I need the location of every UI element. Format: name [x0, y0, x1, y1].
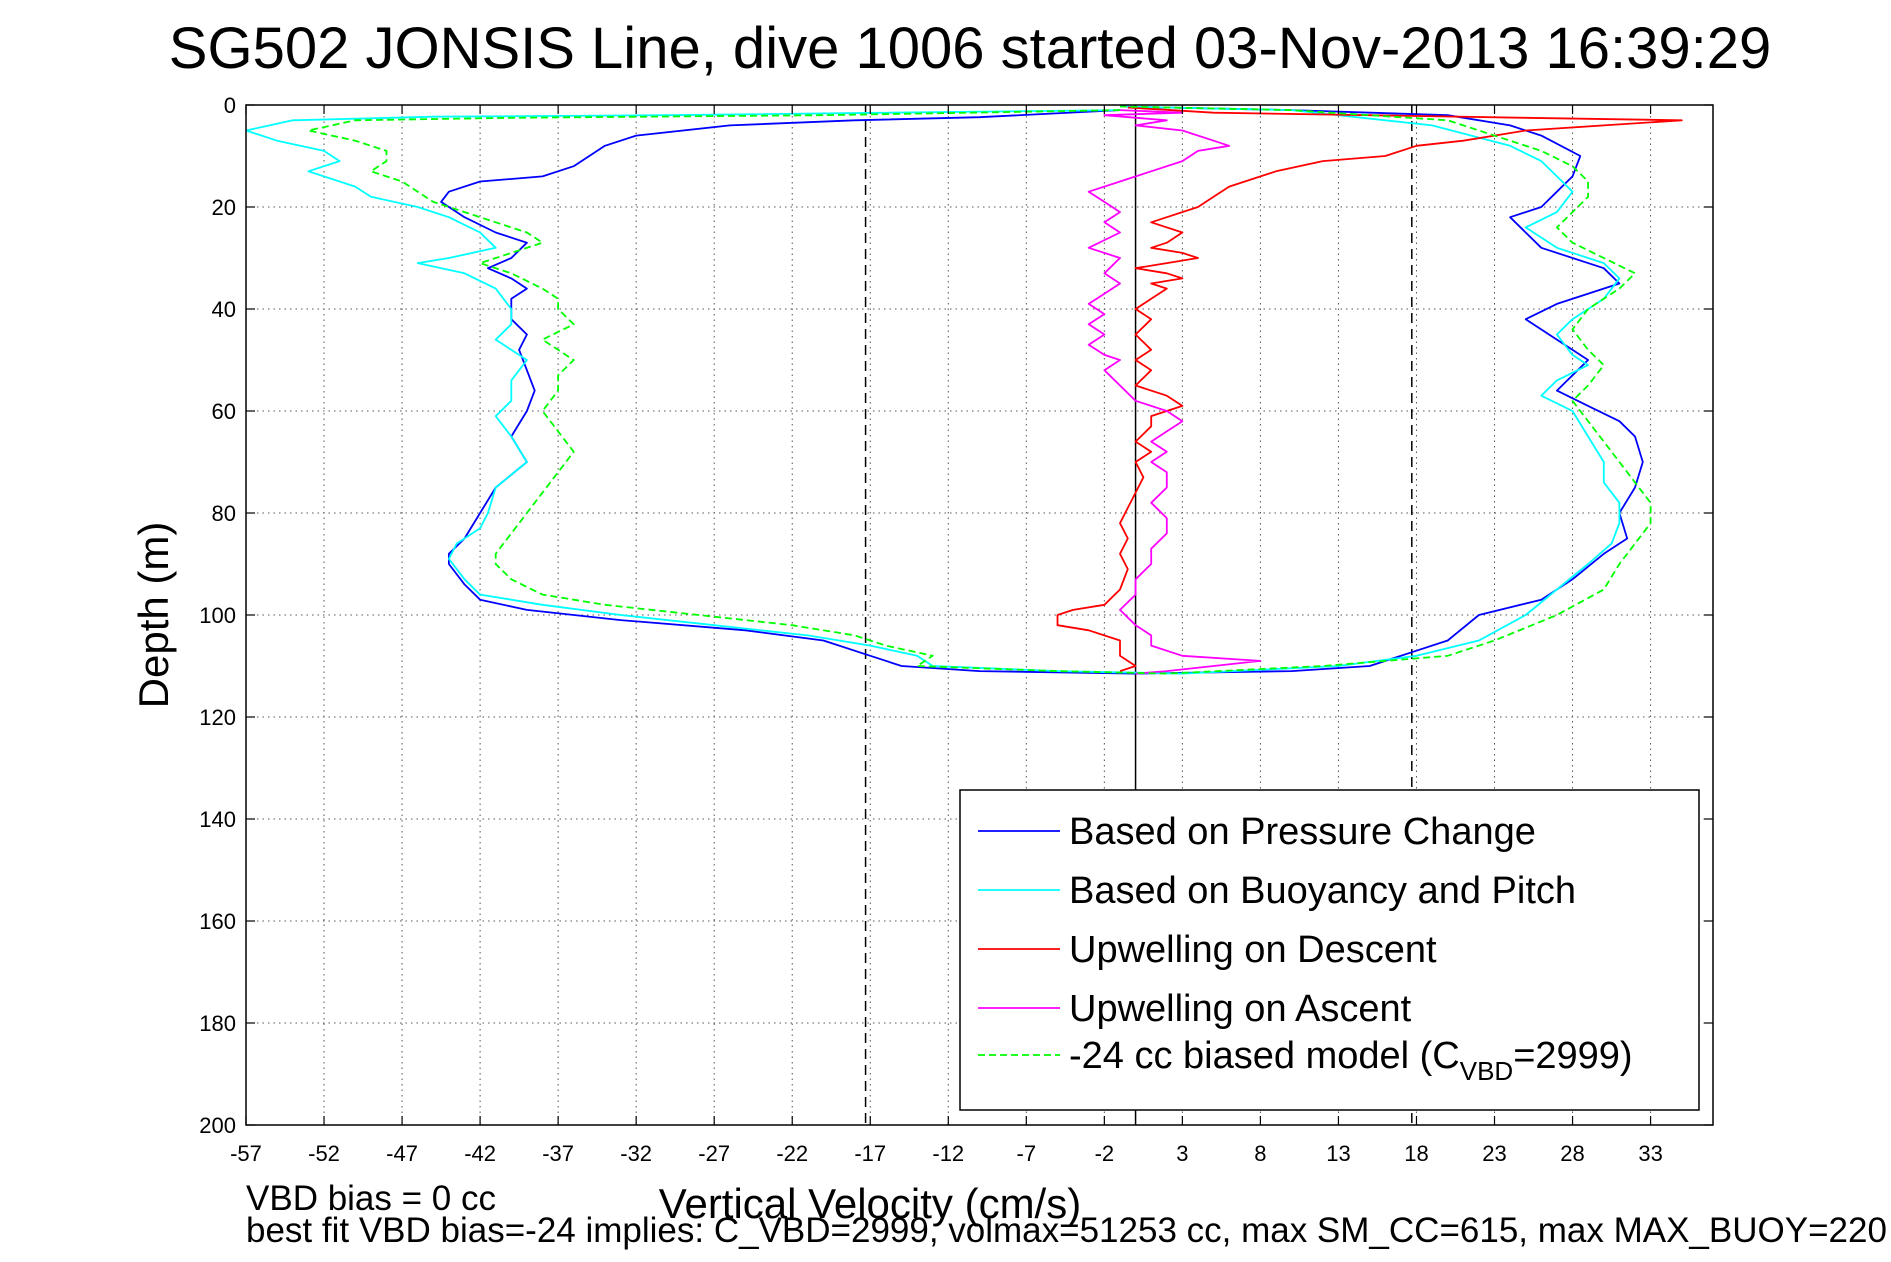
x-tick-label: 18	[1404, 1141, 1428, 1166]
x-axis-ticks: -57 -52 -47 -42 -37 -32 -27 -22 -17 -12 -7 -2 3 8 13 18…	[230, 105, 1663, 1166]
legend: Based on Pressure Change Based on Buoyanc…	[959, 789, 1700, 1111]
y-tick-label: 120	[199, 705, 236, 730]
series-line-5	[307, 105, 1652, 675]
x-tick-label: 13	[1326, 1141, 1350, 1166]
y-tick-label: 140	[199, 807, 236, 832]
legend-label-1: Based on Pressure Change	[1069, 811, 1536, 853]
x-tick-label: -42	[464, 1141, 496, 1166]
y-tick-label: 40	[212, 297, 236, 322]
series-line-1	[440, 105, 1644, 675]
chart-title: SG502 JONSIS Line, dive 1006 started 03-…	[169, 16, 1771, 81]
x-tick-label: -47	[386, 1141, 418, 1166]
x-tick-label: -57	[230, 1141, 262, 1166]
y-axis-ticks: 0 20 40 60 80 100 120 140 160 180 200	[199, 93, 1713, 1138]
x-tick-label: 33	[1638, 1141, 1662, 1166]
x-tick-label: -12	[932, 1141, 964, 1166]
x-tick-label: -2	[1095, 1141, 1115, 1166]
y-tick-label: 20	[212, 195, 236, 220]
y-axis-label: Depth (m)	[130, 522, 177, 709]
best-fit-note: best fit VBD bias=-24 implies: C_VBD=299…	[246, 1211, 1887, 1250]
x-tick-label: -22	[776, 1141, 808, 1166]
legend-label-2: Based on Buoyancy and Pitch	[1069, 870, 1576, 912]
y-tick-label: 160	[199, 909, 236, 934]
series-lines	[245, 105, 1683, 675]
legend-label-3: Upwelling on Descent	[1069, 929, 1437, 971]
vbd-bias-note: VBD bias = 0 cc	[246, 1179, 496, 1218]
x-tick-label: 28	[1560, 1141, 1584, 1166]
y-tick-label: 0	[224, 93, 236, 118]
x-tick-label: -52	[308, 1141, 340, 1166]
legend-suffix: =2999)	[1513, 1035, 1632, 1077]
x-axis-label: Vertical Velocity (cm/s)	[659, 1180, 1081, 1227]
x-tick-label: -7	[1017, 1141, 1037, 1166]
x-tick-label: 3	[1176, 1141, 1188, 1166]
x-tick-label: -27	[698, 1141, 730, 1166]
legend-label-4: Upwelling on Ascent	[1069, 988, 1412, 1030]
series-line-3	[1056, 106, 1683, 672]
x-tick-label: 23	[1482, 1141, 1506, 1166]
x-tick-label: -37	[542, 1141, 574, 1166]
y-tick-label: 100	[199, 603, 236, 628]
y-tick-label: 180	[199, 1011, 236, 1036]
y-tick-label: 200	[199, 1113, 236, 1138]
x-tick-label: -32	[620, 1141, 652, 1166]
legend-box	[959, 789, 1700, 1111]
x-tick-label: 8	[1254, 1141, 1266, 1166]
series-line-4	[1087, 109, 1262, 675]
legend-subscript: VBD	[1460, 1056, 1513, 1086]
y-tick-label: 60	[212, 399, 236, 424]
y-tick-label: 80	[212, 501, 236, 526]
x-tick-label: -17	[854, 1141, 886, 1166]
